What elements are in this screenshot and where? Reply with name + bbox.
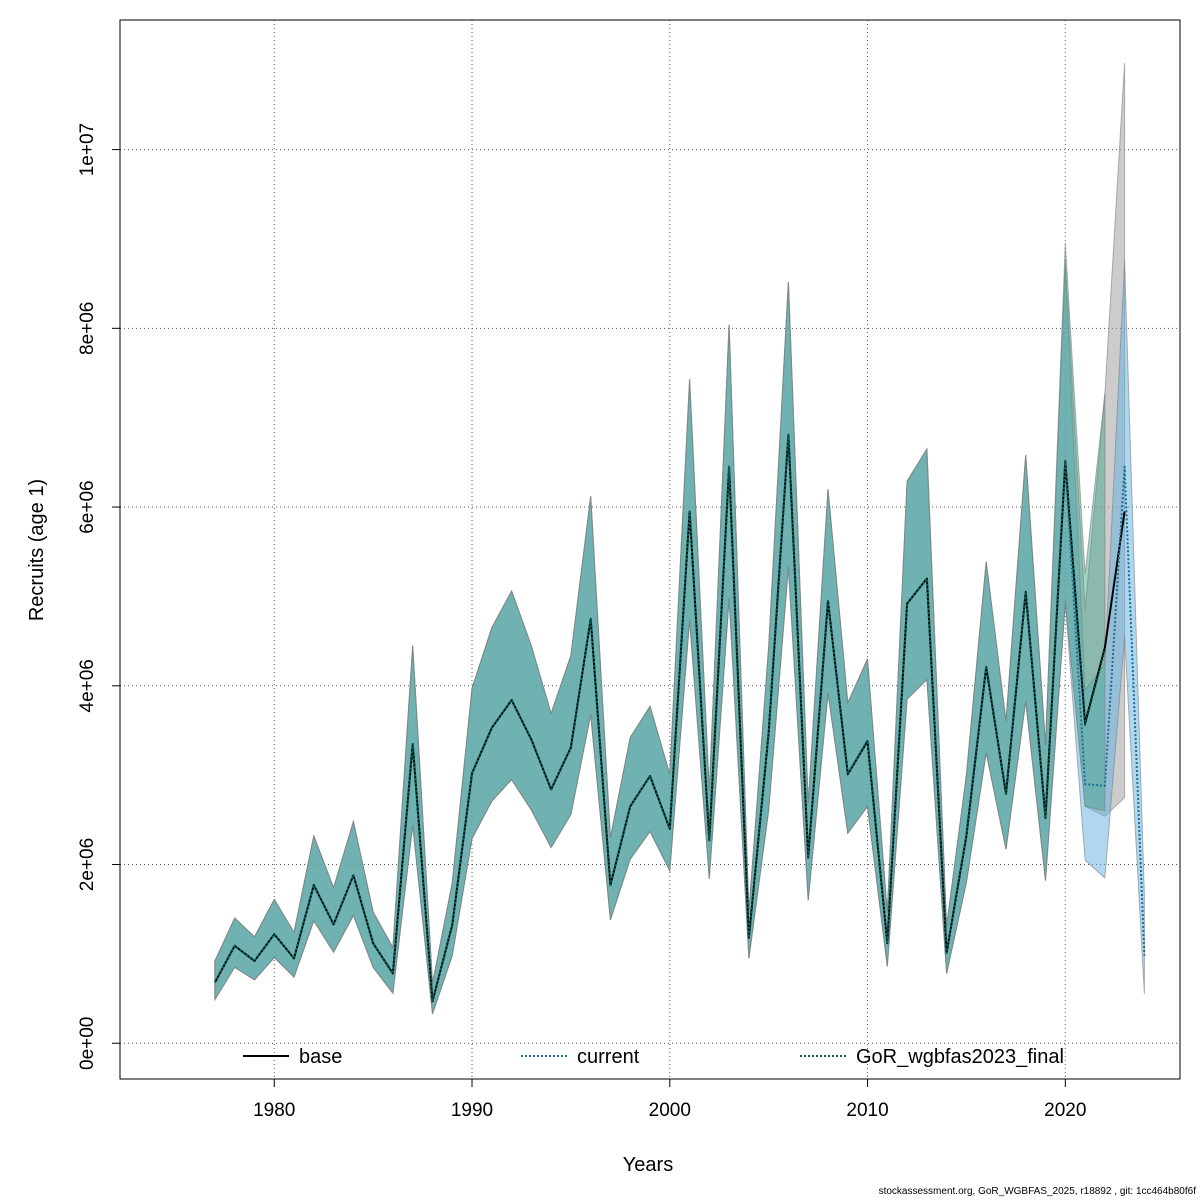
- y-axis: 0e+00 2e+06 4e+06 6e+06 8e+06 1e+07: [77, 123, 121, 1070]
- legend: base current GoR_wgbfas2023_final: [243, 1046, 1064, 1068]
- x-tick-label: 2010: [846, 1100, 888, 1121]
- y-tick-label: 1e+07: [77, 123, 98, 176]
- series-lines: [214, 433, 1146, 1003]
- legend-label-GoR_wgbfas2023_final: GoR_wgbfas2023_final: [856, 1046, 1064, 1068]
- footer-credit: stockassessment.org, GoR_WGBFAS_2025, r1…: [879, 1186, 1197, 1197]
- y-axis-title: Recruits (age 1): [26, 479, 48, 621]
- band-GoR_wgbfas2023_final: [214, 243, 1106, 1014]
- x-tick-label: 1980: [253, 1100, 295, 1121]
- x-tick-label: 1990: [451, 1100, 493, 1121]
- x-tick-label: 2020: [1044, 1100, 1086, 1121]
- y-tick-label: 0e+00: [77, 1017, 98, 1070]
- y-tick-label: 6e+06: [77, 480, 98, 533]
- grid: [120, 20, 1180, 1079]
- y-tick-label: 8e+06: [77, 302, 98, 355]
- y-tick-label: 4e+06: [77, 659, 98, 712]
- legend-label-current: current: [577, 1046, 640, 1068]
- legend-label-base: base: [299, 1046, 342, 1068]
- x-axis: 1980 1990 2000 2010 2020: [253, 1078, 1086, 1121]
- x-tick-label: 2000: [649, 1100, 691, 1121]
- line-GoR_wgbfas2023_final: [214, 433, 1106, 1003]
- x-axis-title: Years: [623, 1154, 673, 1176]
- y-tick-label: 2e+06: [77, 838, 98, 891]
